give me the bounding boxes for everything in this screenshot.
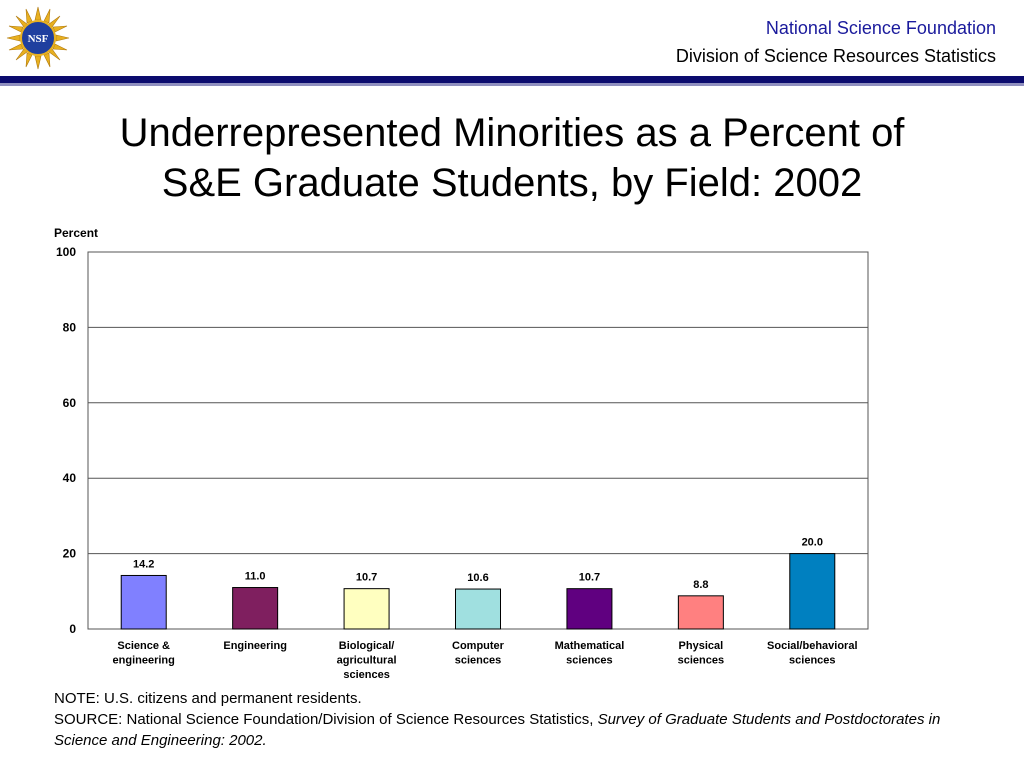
data-label: 10.6 — [467, 572, 488, 584]
data-label: 10.7 — [356, 572, 377, 584]
data-label: 14.2 — [133, 558, 154, 570]
y-tick-label: 80 — [63, 320, 77, 334]
y-tick-label: 20 — [63, 547, 77, 561]
x-tick-label: agricultural — [337, 655, 397, 667]
x-tick-label: Mathematical — [555, 640, 625, 652]
source-prefix: SOURCE: National Science Foundation/Divi… — [54, 711, 598, 728]
data-label: 11.0 — [245, 571, 266, 583]
source-text: SOURCE: National Science Foundation/Divi… — [54, 709, 984, 751]
bar — [232, 587, 279, 630]
y-tick-label: 40 — [63, 471, 77, 485]
x-tick-label: sciences — [455, 655, 501, 667]
x-tick-label: Computer — [452, 640, 505, 652]
header-rule-light — [0, 83, 1024, 86]
org-header: National Science Foundation Division of … — [676, 14, 996, 70]
x-tick-label: Engineering — [223, 640, 287, 652]
y-axis-label: Percent — [54, 226, 98, 240]
bar — [455, 588, 501, 630]
data-label: 8.8 — [693, 579, 708, 591]
bar — [677, 595, 724, 630]
bar — [789, 553, 836, 630]
x-tick-label: Physical — [679, 640, 724, 652]
x-tick-label: Science & — [117, 640, 170, 652]
note-text: NOTE: U.S. citizens and permanent reside… — [54, 690, 362, 707]
x-tick-label: sciences — [678, 655, 724, 667]
footnotes: NOTE: U.S. citizens and permanent reside… — [54, 688, 984, 751]
logo-text: NSF — [28, 33, 49, 45]
y-tick-label: 0 — [69, 622, 76, 636]
bar — [343, 588, 390, 630]
source-title: Survey of Graduate Students and Postdoct… — [54, 711, 941, 749]
x-tick-label: Biological/ — [339, 640, 395, 652]
title-line-2: S&E Graduate Students, by Field: 2002 — [161, 161, 863, 205]
x-tick-label: engineering — [113, 655, 175, 667]
bar — [120, 574, 167, 630]
bar — [566, 588, 613, 630]
division-name: Division of Science Resources Statistics — [675, 46, 996, 66]
title-line-1: Underrepresented Minorities as a Percent… — [119, 111, 905, 155]
nsf-logo: NSF — [6, 6, 70, 70]
x-tick-label: sciences — [789, 655, 835, 667]
chart-title: Underrepresented Minorities as a Percent… — [0, 108, 1024, 208]
header-rule — [0, 76, 1024, 83]
org-name: National Science Foundation — [765, 18, 996, 38]
data-label: 10.7 — [579, 572, 600, 584]
x-tick-label: sciences — [343, 669, 389, 681]
y-tick-label: 100 — [56, 245, 76, 259]
x-tick-label: Social/behavioral — [767, 640, 857, 652]
x-tick-label: sciences — [566, 655, 612, 667]
y-tick-label: 60 — [63, 396, 77, 410]
data-label: 20.0 — [802, 537, 823, 549]
